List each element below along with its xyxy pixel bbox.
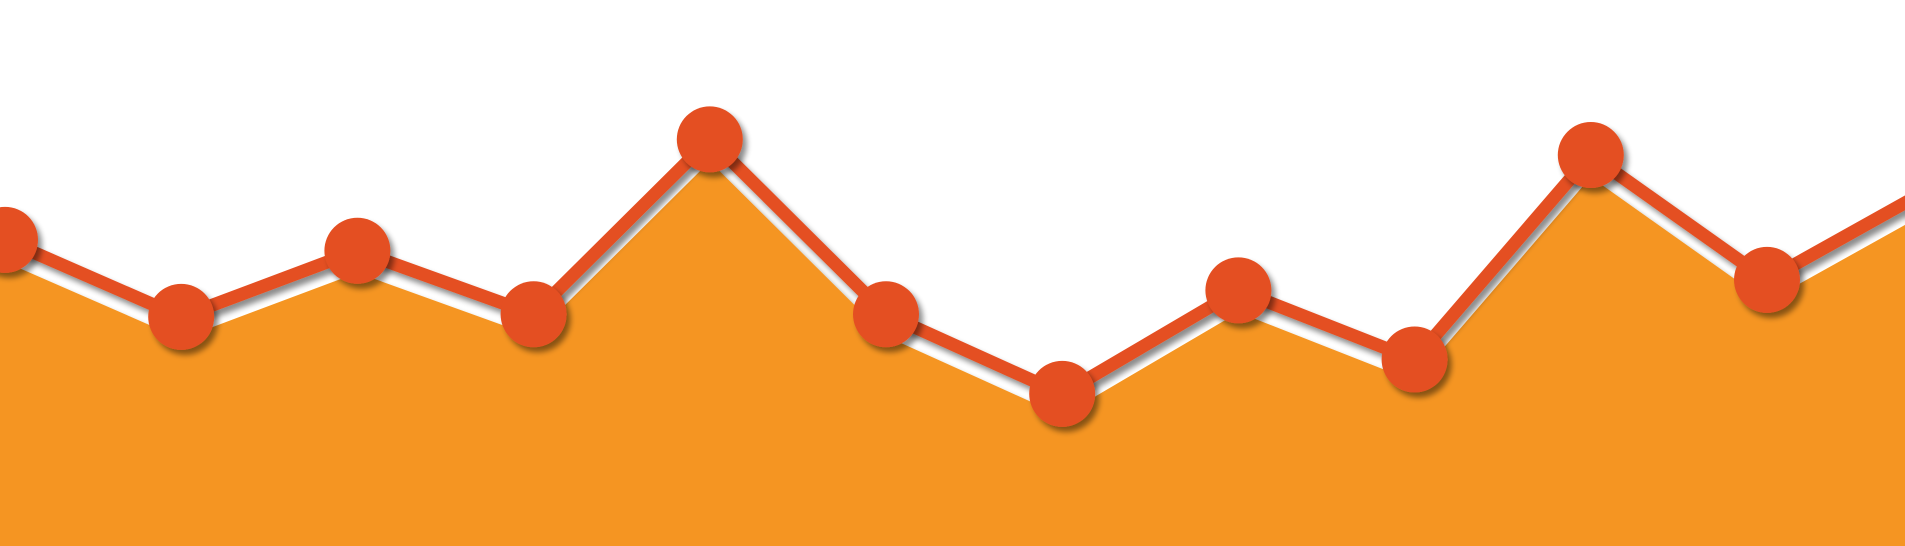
line-segment bbox=[527, 132, 717, 321]
area-fill bbox=[0, 161, 1905, 546]
data-point bbox=[0, 206, 38, 273]
line-segment bbox=[1584, 148, 1774, 287]
data-point bbox=[148, 283, 215, 350]
data-point bbox=[853, 281, 919, 348]
data-point bbox=[1557, 122, 1624, 189]
line-segment bbox=[1408, 148, 1598, 366]
area-layer bbox=[0, 161, 1905, 546]
data-point bbox=[1734, 246, 1800, 313]
line-segment bbox=[1055, 283, 1245, 401]
data-point bbox=[1205, 257, 1272, 324]
data-point bbox=[676, 106, 743, 173]
line-segment bbox=[703, 132, 893, 321]
line-segment bbox=[1760, 195, 1905, 287]
data-point bbox=[1381, 326, 1448, 393]
point-layer bbox=[0, 106, 1800, 427]
data-point bbox=[1029, 360, 1096, 427]
data-point bbox=[324, 217, 391, 284]
data-point bbox=[500, 281, 567, 348]
